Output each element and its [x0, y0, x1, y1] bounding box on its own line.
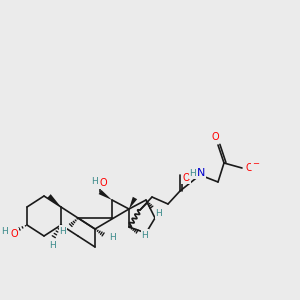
Text: −: −: [253, 160, 260, 169]
Text: H: H: [2, 227, 8, 236]
Text: O: O: [10, 229, 18, 239]
Text: H: H: [91, 176, 98, 185]
Text: O: O: [245, 163, 253, 173]
Text: O: O: [211, 132, 219, 142]
Polygon shape: [47, 194, 61, 207]
Polygon shape: [99, 190, 112, 200]
Text: H: H: [142, 230, 148, 239]
Text: H: H: [109, 232, 116, 242]
Text: H: H: [190, 169, 196, 178]
Text: H: H: [49, 242, 56, 250]
Text: O: O: [99, 178, 107, 188]
Text: H: H: [60, 226, 66, 236]
Text: O: O: [182, 173, 190, 183]
Text: H: H: [156, 208, 162, 217]
Text: N: N: [197, 168, 205, 178]
Polygon shape: [129, 197, 137, 209]
